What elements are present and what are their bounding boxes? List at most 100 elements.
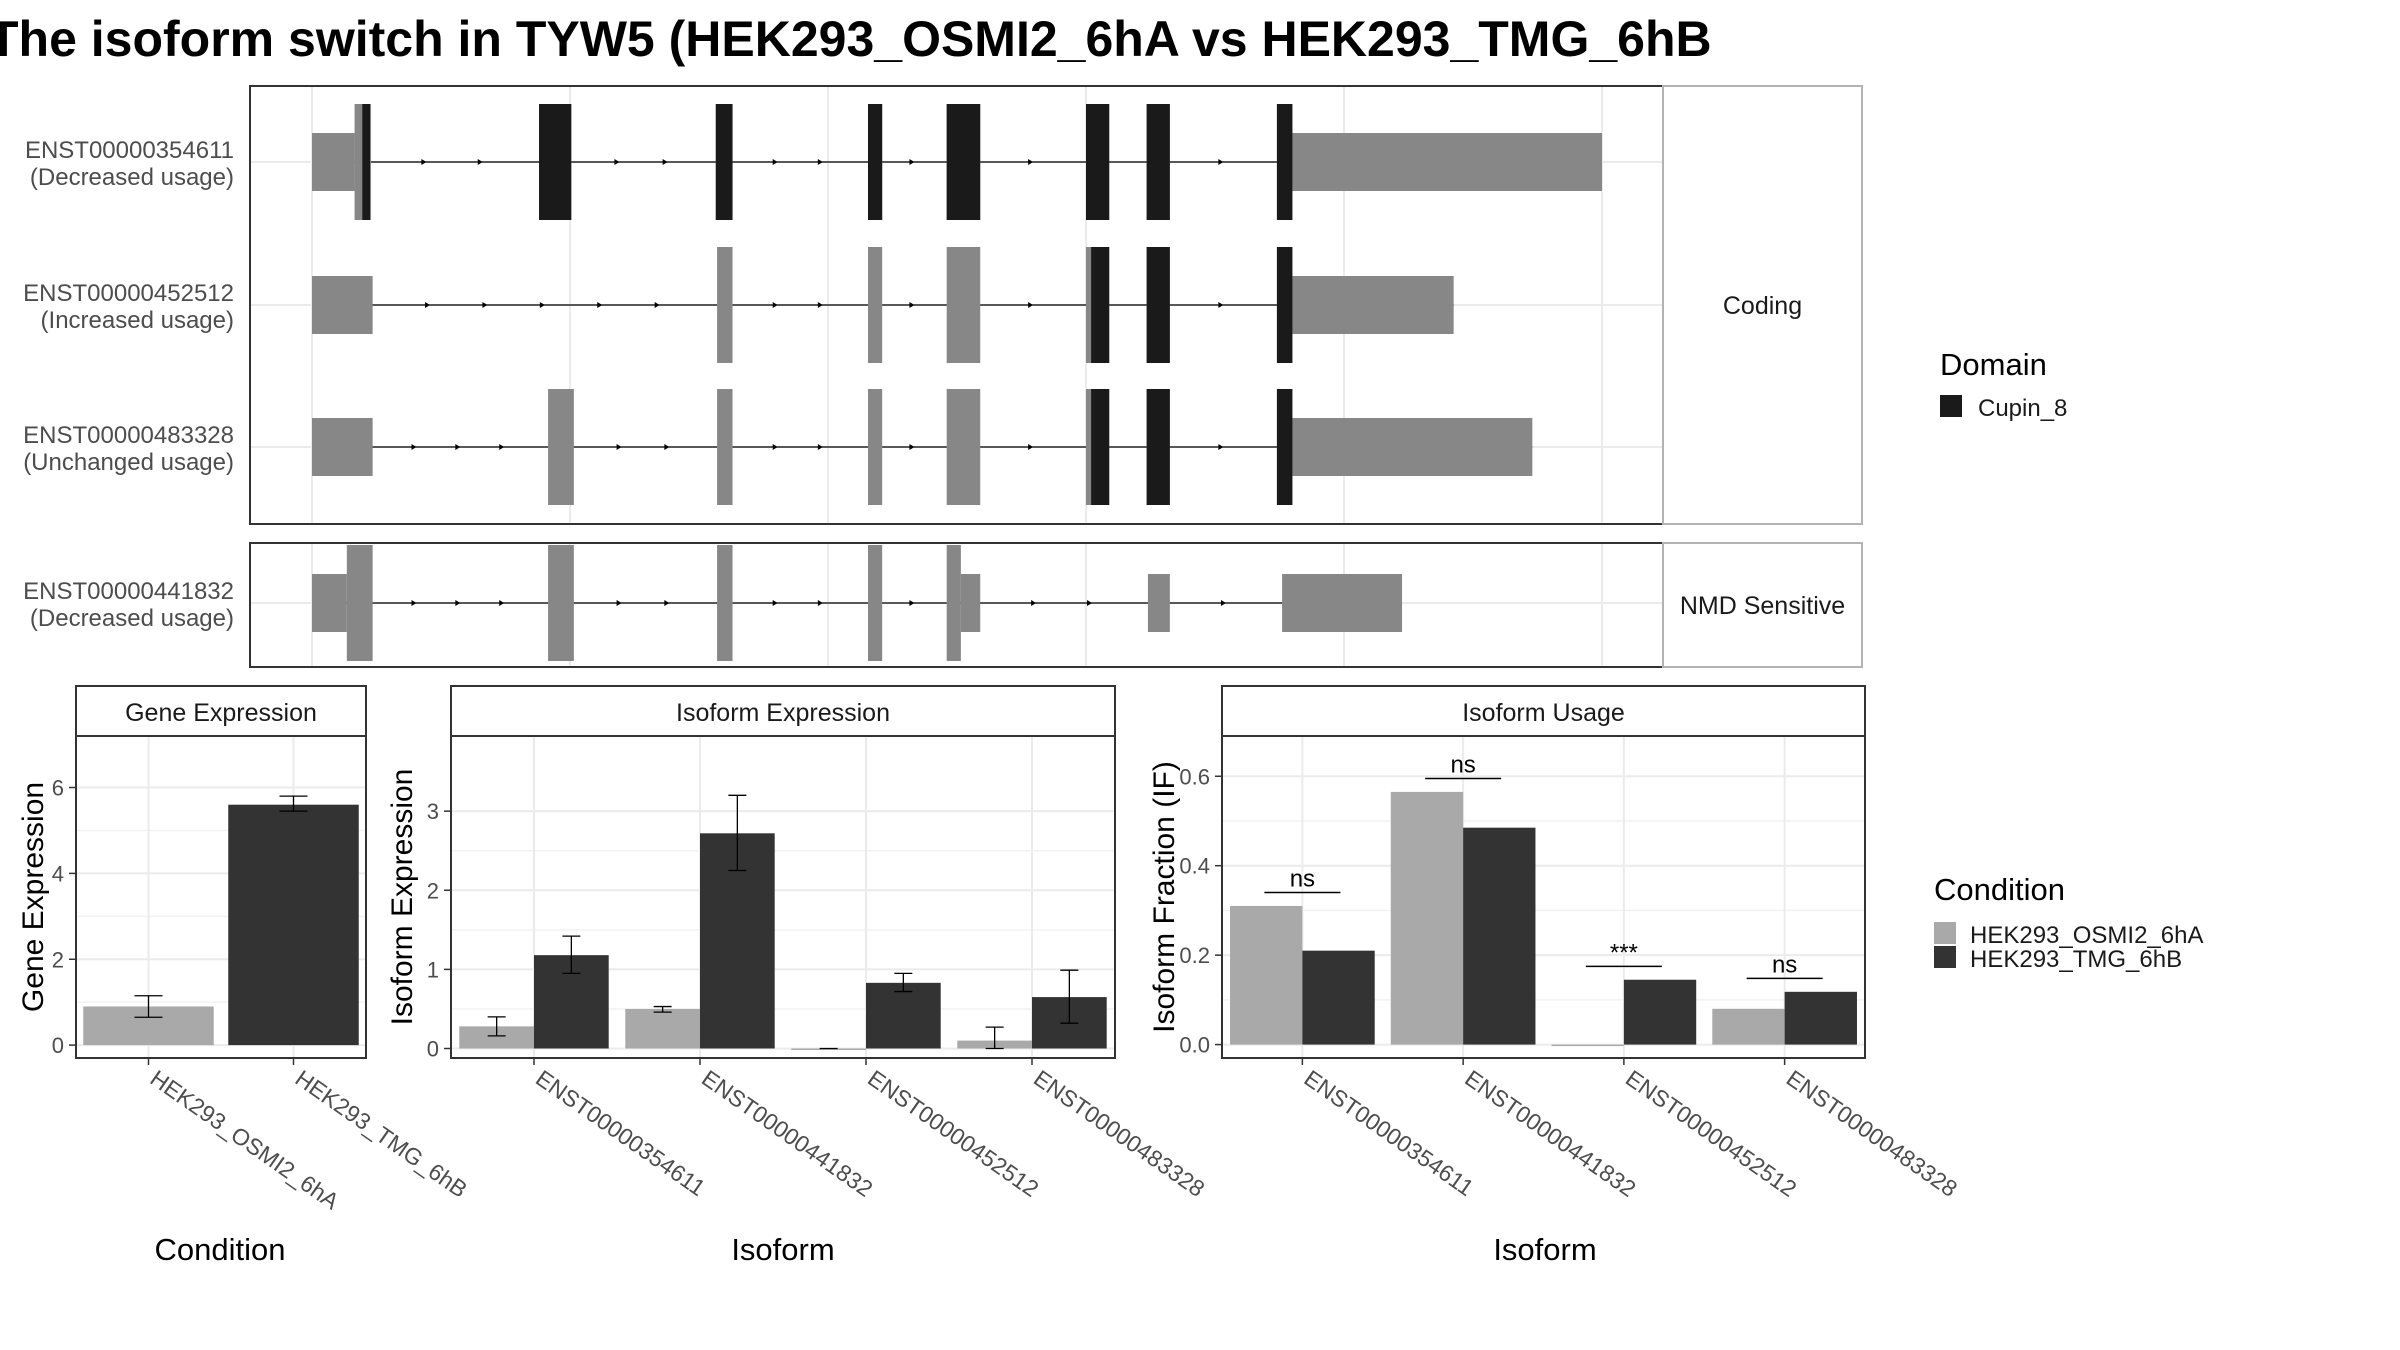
y-tick-label: 1 <box>427 957 439 982</box>
cupin-8-domain-exon <box>1276 389 1293 505</box>
intron-arrow <box>817 302 823 308</box>
cupin-8-domain-exon <box>1146 104 1170 220</box>
intron-arrow <box>772 302 778 308</box>
intron-arrow <box>616 600 622 606</box>
transcript-label: ENST00000354611 <box>25 137 234 164</box>
cupin-8-domain-exon <box>1276 104 1293 220</box>
cupin-8-domain-exon <box>1091 247 1110 363</box>
y-tick-label: 6 <box>52 776 64 801</box>
y-axis-title: Gene Expression <box>17 782 50 1012</box>
transcript-track-enst00000452512: ENST00000452512(Increased usage) <box>23 247 1454 363</box>
intron-arrow <box>411 444 417 450</box>
transcript-panel-nmd-sensitive: NMD Sensitive ENST00000441832(Decreased u… <box>23 542 1863 668</box>
intron-arrow <box>664 444 670 450</box>
error-bar <box>487 1016 506 1037</box>
error-bar <box>985 1026 1004 1050</box>
transcript-usage-label: (Increased usage) <box>41 307 234 334</box>
bar-hek293-osmi2-6ha-enst00000483328 <box>1712 1008 1785 1045</box>
intron-arrow <box>425 302 431 308</box>
condition-legend-label-osmi2: HEK293_OSMI2_6hA <box>1970 922 2203 949</box>
bar-chart-isoform-usage: Isoform Usage ns ns *** ns 0.0 0.2 0.4 0.6 ENST00… <box>1148 685 1962 1267</box>
cupin-8-domain-exon <box>539 104 572 220</box>
intron-arrow <box>772 444 778 450</box>
transcript-label: ENST00000452512 <box>23 280 234 307</box>
intron-arrow <box>664 600 670 606</box>
x-axis-title: Isoform <box>1493 1232 1596 1267</box>
cds-exon <box>717 247 733 363</box>
cupin-8-domain-exon <box>1276 247 1293 363</box>
intron-arrow <box>499 444 505 450</box>
x-tick-label: ENST00000354611 <box>531 1065 710 1201</box>
panel-strip <box>1662 542 1863 668</box>
chart-border <box>450 735 1116 1059</box>
intron-arrow <box>817 444 823 450</box>
y-tick-label: 0.6 <box>1179 764 1210 789</box>
cds-exon <box>548 389 574 505</box>
domain-legend-swatch-cupin-8 <box>1940 395 1962 417</box>
cupin-8-domain-exon <box>1091 389 1110 505</box>
intron-arrow <box>482 302 488 308</box>
error-bar <box>1060 969 1079 1024</box>
utr-exon <box>312 276 373 334</box>
cds-exon <box>717 389 733 505</box>
bar-hek293-osmi2-6ha-enst00000354611 <box>1230 905 1303 1045</box>
expression-bar-charts: Gene Expression0246HEK293_OSMI2_6hAHEK29… <box>17 685 1962 1267</box>
intron-arrow <box>1218 444 1224 450</box>
transcript-label: ENST00000483328 <box>23 422 234 449</box>
utr-exon <box>1282 574 1403 632</box>
bar-hek293-osmi2-6ha-enst00000441832 <box>625 1008 700 1049</box>
x-tick-label: ENST00000441832 <box>1460 1065 1640 1202</box>
intron-arrow <box>1028 159 1034 165</box>
y-tick-label: 0.0 <box>1179 1033 1210 1058</box>
condition-legend-title: Condition <box>1934 872 2065 907</box>
cupin-8-domain-exon <box>362 104 371 220</box>
error-bar <box>653 1005 672 1013</box>
condition-legend-label-tmg: HEK293_TMG_6hB <box>1970 946 2182 973</box>
chart-strip <box>75 685 367 737</box>
bar-hek293-tmg-6hb-enst00000354611 <box>1302 950 1375 1045</box>
cupin-8-domain-exon <box>1146 389 1170 505</box>
error-bar <box>562 935 581 974</box>
intron-arrow <box>539 302 545 308</box>
y-axis-title: Isoform Fraction (IF) <box>1148 761 1181 1033</box>
domain-legend-label-cupin-8: Cupin_8 <box>1978 395 2067 422</box>
bar-hek293-osmi2-6ha-enst00000441832 <box>1390 791 1464 1045</box>
utr-exon <box>960 574 981 632</box>
significance-label: ns <box>1450 751 1475 778</box>
chart-title: Isoform Expression <box>676 699 890 727</box>
x-tick-label: ENST00000354611 <box>1300 1065 1479 1201</box>
bar-hek293-osmi2-6ha-enst00000354611 <box>459 1026 534 1049</box>
panel-strip <box>1662 85 1863 525</box>
utr-exon <box>1292 133 1602 191</box>
intron-arrow <box>772 600 778 606</box>
x-tick-label: ENST00000441832 <box>697 1065 877 1202</box>
intron-arrow <box>909 444 915 450</box>
intron-arrow <box>772 159 778 165</box>
utr-exon <box>312 574 347 632</box>
intron-arrow <box>909 600 915 606</box>
cds-exon <box>548 545 574 661</box>
intron-arrow <box>909 159 915 165</box>
transcript-usage-label: (Decreased usage) <box>30 164 234 191</box>
chart-strip <box>450 685 1116 737</box>
y-tick-label: 0.4 <box>1179 854 1210 879</box>
significance-label: ns <box>1290 866 1315 893</box>
chart-border <box>1221 735 1866 1059</box>
intron-arrow <box>477 159 483 165</box>
significance-label: ns <box>1772 951 1797 978</box>
cupin-8-domain-exon <box>1146 247 1170 363</box>
utr-exon <box>312 133 355 191</box>
transcript-label: ENST00000441832 <box>23 578 234 605</box>
condition-legend-swatch-tmg <box>1934 946 1956 968</box>
chart-title: Gene Expression <box>125 699 317 727</box>
bar-hek293-osmi2-6ha-enst00000452512 <box>1551 1044 1624 1047</box>
chart-title: Isoform Usage <box>1462 699 1625 727</box>
x-tick-label: ENST00000452512 <box>863 1065 1043 1202</box>
transcript-track-enst00000441832: ENST00000441832(Decreased usage) <box>23 545 1403 661</box>
cupin-8-domain-exon <box>867 104 883 220</box>
condition-legend-swatch-osmi2 <box>1934 922 1956 944</box>
bar-hek293-tmg-6hb-enst00000483328 <box>1784 991 1857 1045</box>
